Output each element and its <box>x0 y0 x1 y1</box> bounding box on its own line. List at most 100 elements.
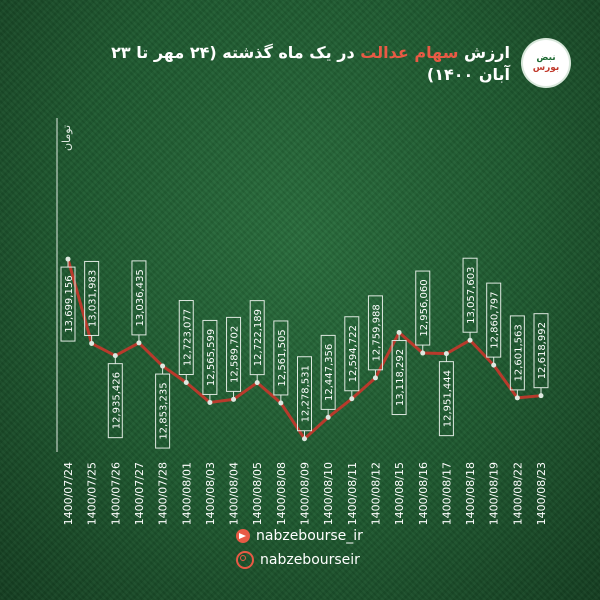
data-point-group: 13,036,435 <box>131 260 147 346</box>
data-point-group: 12,860,797 <box>486 282 502 368</box>
data-marks: 13,699,156 13,031,983 12,935,426 13,036,435… <box>60 256 549 449</box>
x-tick-labels: 1400/07/24 1400/07/25 1400/07/26 1400/07/27… <box>62 462 548 525</box>
logo-text-2: بورس <box>532 63 560 73</box>
x-tick-label: 1400/08/15 <box>393 462 406 525</box>
data-label-box <box>273 320 289 396</box>
data-label-box <box>84 260 100 336</box>
data-point-group: 12,601,563 <box>509 315 525 401</box>
data-label: 12,759,988 <box>371 304 382 361</box>
x-tick-label: 1400/08/11 <box>346 462 359 525</box>
data-label-box <box>462 257 478 333</box>
chart-title: ارزش سهام عدالت در یک ماه گذشته (۲۴ مهر … <box>90 42 510 86</box>
telegram-handle[interactable]: nabzebourse_ir <box>236 528 363 544</box>
data-label-box <box>249 300 265 376</box>
data-label: 12,860,797 <box>490 291 501 348</box>
x-tick-label: 1400/08/09 <box>299 462 312 525</box>
instagram-text: nabzebourseir <box>260 552 360 568</box>
data-label: 12,589,702 <box>230 326 241 383</box>
y-axis-label: تومان <box>60 125 73 151</box>
x-tick-label: 1400/08/17 <box>440 462 453 525</box>
data-label: 12,565,599 <box>206 329 217 386</box>
data-point-group: 12,561,505 <box>273 320 289 406</box>
x-tick-label: 1400/08/19 <box>488 462 501 525</box>
x-tick-label: 1400/08/12 <box>369 462 382 525</box>
x-tick-label: 1400/07/25 <box>86 462 99 525</box>
data-label-box <box>415 270 431 346</box>
x-tick-label: 1400/08/04 <box>228 462 241 525</box>
data-label: 12,956,060 <box>419 279 430 336</box>
x-tick-label: 1400/08/03 <box>204 462 217 525</box>
data-point-group: 12,594,722 <box>344 316 360 402</box>
instagram-icon <box>236 551 254 569</box>
data-label: 12,594,722 <box>348 325 359 382</box>
title-suffix: در یک ماه گذشته (۲۴ مهر تا ۲۳ آبان ۱۴۰۰) <box>111 43 510 84</box>
logo-text-1: نبض <box>536 53 556 63</box>
data-label: 12,278,531 <box>301 365 312 422</box>
x-tick-label: 1400/08/16 <box>417 462 430 525</box>
data-point-group: 13,118,292 <box>391 330 407 416</box>
data-point-group: 12,723,077 <box>178 300 194 386</box>
instagram-handle[interactable]: nabzebourseir <box>236 551 360 569</box>
x-tick-label: 1400/08/18 <box>464 462 477 525</box>
data-label-box <box>155 373 171 449</box>
data-label-box <box>107 363 123 439</box>
data-label-box <box>297 356 312 432</box>
x-tick-label: 1400/08/10 <box>322 462 335 525</box>
title-prefix: ارزش <box>464 43 510 62</box>
data-label: 13,118,292 <box>395 349 406 406</box>
data-point-group: 13,057,603 <box>462 257 478 343</box>
data-point-group: 12,956,060 <box>415 270 431 356</box>
x-tick-label: 1400/07/28 <box>157 462 170 525</box>
data-label-box <box>344 316 360 392</box>
data-label: 12,447,356 <box>324 344 335 401</box>
data-label-box <box>438 361 454 437</box>
telegram-text: nabzebourse_ir <box>256 528 363 544</box>
data-point-group: 12,935,426 <box>107 353 123 439</box>
x-tick-label: 1400/08/22 <box>511 462 524 525</box>
data-label: 13,699,156 <box>64 275 75 332</box>
data-label-box <box>226 316 242 392</box>
data-label-box <box>320 334 336 410</box>
data-label: 12,935,426 <box>111 372 122 429</box>
data-label: 12,618,992 <box>537 322 548 379</box>
data-point-group: 12,759,988 <box>367 295 383 381</box>
data-label-box <box>391 340 407 416</box>
data-point-group: 12,589,702 <box>226 316 242 402</box>
data-point-group: 13,031,983 <box>84 260 100 346</box>
x-tick-label: 1400/08/05 <box>251 462 264 525</box>
data-label: 12,561,505 <box>277 329 288 386</box>
x-tick-label: 1400/07/24 <box>62 462 75 525</box>
data-point-group: 12,853,235 <box>155 363 171 449</box>
data-point-group: 12,722,189 <box>249 300 265 386</box>
telegram-icon <box>236 529 250 543</box>
data-label-box <box>367 295 383 371</box>
data-point-group: 12,565,599 <box>202 319 218 405</box>
x-tick-label: 1400/08/08 <box>275 462 288 525</box>
data-label: 12,722,189 <box>253 309 264 366</box>
x-tick-label: 1400/07/27 <box>133 462 146 525</box>
x-tick-label: 1400/08/01 <box>180 462 193 525</box>
data-label: 13,031,983 <box>88 270 99 327</box>
data-point-group: 12,951,444 <box>438 351 454 437</box>
data-label-box <box>131 260 147 336</box>
data-label: 12,723,077 <box>182 309 193 366</box>
data-label: 12,853,235 <box>159 382 170 439</box>
data-label: 12,601,563 <box>513 324 524 381</box>
data-label: 12,951,444 <box>442 370 453 427</box>
data-label-box <box>178 300 194 376</box>
data-label: 13,036,435 <box>135 269 146 326</box>
data-label: 13,057,603 <box>466 267 477 324</box>
title-highlight: سهام عدالت <box>360 43 459 62</box>
data-point-group: 13,699,156 <box>60 256 76 342</box>
data-label-box <box>60 266 76 342</box>
data-point-group: 12,278,531 <box>297 356 312 442</box>
data-label-box <box>533 313 549 389</box>
x-tick-label: 1400/07/26 <box>109 462 122 525</box>
data-label-box <box>486 282 502 358</box>
data-point-group: 12,447,356 <box>320 334 336 420</box>
data-label-box <box>509 315 525 391</box>
brand-logo: نبض بورس <box>523 40 569 86</box>
